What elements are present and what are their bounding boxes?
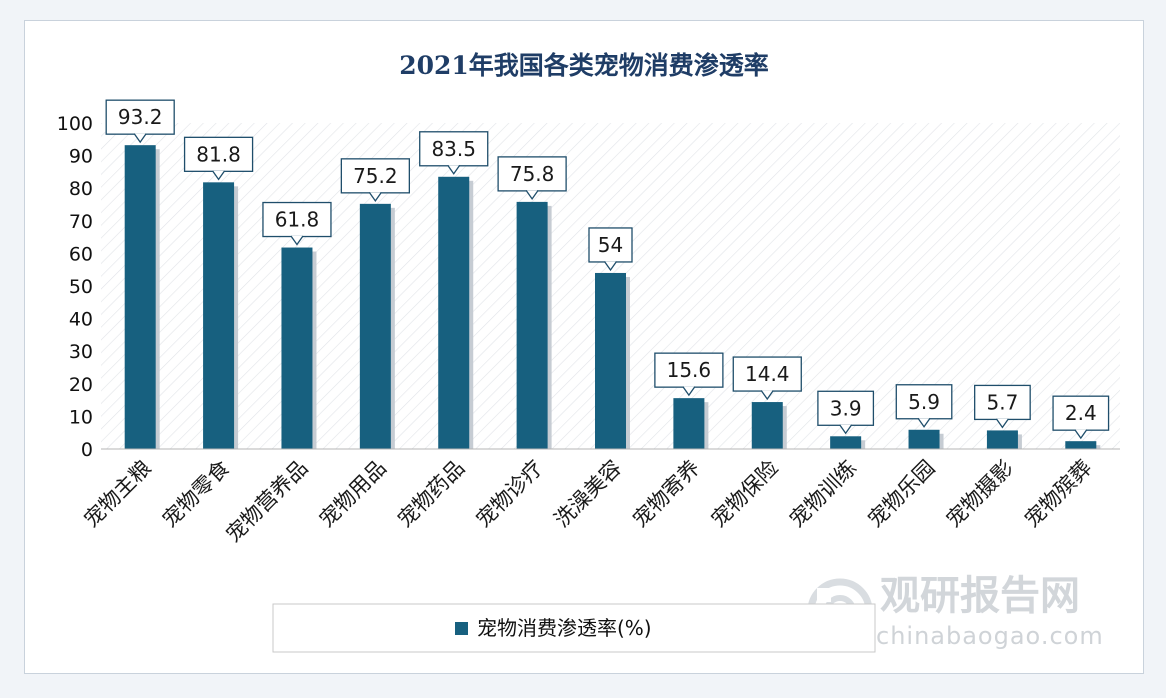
bar [438,176,470,450]
data-label-pointer [760,390,774,401]
x-tick-label: 宠物寄养 [628,456,704,532]
data-label-pointer [447,164,461,175]
data-labels: 93.2 81.8 61.8 75.2 83.5 75.8 54 15.6 14.4 3.9 5.9… [105,99,1110,440]
data-label: 81.8 [196,142,241,166]
legend-label: 宠物消费渗透率(%) [477,616,652,640]
bar [673,398,705,449]
y-tick-label: 100 [57,113,93,135]
data-label: 15.6 [667,358,712,382]
legend-swatch [455,622,468,635]
x-tick-label: 宠物药品 [393,456,469,532]
bar [908,429,940,449]
data-label-pointer [525,190,539,201]
data-label: 75.2 [353,164,398,188]
legend-box [272,603,876,653]
data-label-pointer [133,133,147,144]
x-tick-label: 宠物摄影 [942,456,1018,532]
data-label-pointer [917,417,931,428]
y-tick-label: 0 [81,439,93,461]
x-tick-label: 宠物诊疗 [471,456,547,532]
bar [751,402,783,449]
bar [516,201,548,449]
y-tick-label: 40 [69,309,93,331]
bar [1065,441,1097,449]
watermark-domain: chinabaogao.com [876,622,1104,650]
y-tick-label: 70 [69,211,93,233]
y-tick-label: 20 [69,374,93,396]
legend: 宠物消费渗透率(%) [272,603,876,653]
data-label-pointer [682,386,696,397]
data-label-pointer [603,261,618,272]
data-label-box [895,384,953,420]
watermark-name: 观研报告网 [880,573,1080,619]
x-tick-label: 宠物殡葬 [1020,456,1096,532]
bar [986,430,1018,449]
y-tick-label: 80 [69,178,93,200]
bar [203,182,235,449]
data-label-pointer [290,235,304,246]
y-tick-label: 90 [69,146,93,168]
data-label-box [497,156,567,192]
y-tick-label: 50 [69,276,93,298]
data-label: 5.7 [987,390,1019,414]
x-tick-label: 宠物营养品 [221,456,312,547]
data-label-pointer [839,424,853,435]
y-tick-label: 60 [69,243,93,265]
bar [281,247,313,449]
data-label: 14.4 [745,362,790,386]
bar [595,272,626,449]
data-label-box [262,201,332,238]
data-label-box [817,390,875,426]
data-label: 54 [598,233,623,257]
chart-frame: 2021年我国各类宠物消费渗透率 0 10 20 30 40 50 60 70 80 90 100 … [24,20,1144,674]
chart-svg: 2021年我国各类宠物消费渗透率 0102030405060708090100 … [57,51,1120,653]
data-label: 93.2 [118,105,163,129]
chart-title: 2021年我国各类宠物消费渗透率 [399,51,769,80]
x-tick-label: 洗澡美容 [550,456,626,532]
y-tick-label: 30 [69,341,93,363]
x-tick-label: 宠物乐园 [863,456,939,532]
x-tick-label: 宠物用品 [315,456,391,532]
y-axis: 0 10 20 30 40 50 60 70 80 90 100 [57,113,93,461]
data-label-pointer [212,170,226,181]
x-tick-label: 宠物保险 [706,456,782,532]
y-tick-label: 10 [69,406,93,428]
x-tick-label: 宠物训练 [785,456,861,532]
data-label-box [105,99,175,135]
data-label-pointer [368,191,382,202]
data-label: 75.8 [510,162,555,186]
bar-series [124,145,1101,450]
x-tick-label: 宠物零食 [158,456,234,532]
data-label: 2.4 [1065,401,1097,425]
data-label: 5.9 [908,390,940,414]
data-label-pointer [995,418,1009,429]
data-label-box [183,136,254,172]
data-label-box [654,352,724,388]
data-label: 83.5 [431,137,476,161]
x-tick-label: 宠物主粮 [79,456,155,532]
data-label-box [340,158,410,194]
bar [124,145,156,449]
bar [830,436,862,449]
data-label-box [588,227,633,263]
data-label-box [1052,395,1110,431]
bar [359,203,391,449]
data-label-pointer [1074,429,1088,440]
data-label: 3.9 [830,396,862,420]
data-label: 61.8 [275,208,320,232]
